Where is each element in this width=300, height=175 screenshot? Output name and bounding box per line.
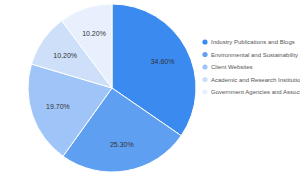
data-label: 19.70% bbox=[46, 103, 70, 110]
legend-label: Environmental and Sustainability Sites bbox=[211, 52, 300, 58]
pie-slice bbox=[62, 4, 112, 88]
legend-label: Government Agencies and Associations bbox=[211, 89, 300, 95]
data-label: 10.20% bbox=[82, 30, 106, 37]
chart-svg: 34.60% 25.30% 19.70% 10.20% 10.20% Industry P… bbox=[0, 0, 300, 175]
data-label: 25.30% bbox=[110, 141, 134, 148]
legend: Industry Publications and Blogs Environme… bbox=[202, 39, 300, 95]
legend-swatch bbox=[202, 64, 207, 69]
data-label: 34.60% bbox=[151, 58, 175, 65]
legend-swatch bbox=[202, 52, 207, 57]
data-label: 10.20% bbox=[53, 52, 77, 59]
legend-swatch bbox=[202, 39, 207, 44]
legend-swatch bbox=[202, 77, 207, 82]
slices bbox=[28, 4, 196, 172]
data-labels: 34.60% 25.30% 19.70% 10.20% 10.20% bbox=[46, 30, 174, 147]
legend-label: Client Websites bbox=[211, 64, 253, 70]
legend-label: Industry Publications and Blogs bbox=[211, 39, 295, 45]
legend-swatch bbox=[202, 89, 207, 94]
legend-label: Academic and Research Institutions bbox=[211, 77, 300, 83]
chart-container: 34.60% 25.30% 19.70% 10.20% 10.20% Industry P… bbox=[0, 0, 300, 175]
